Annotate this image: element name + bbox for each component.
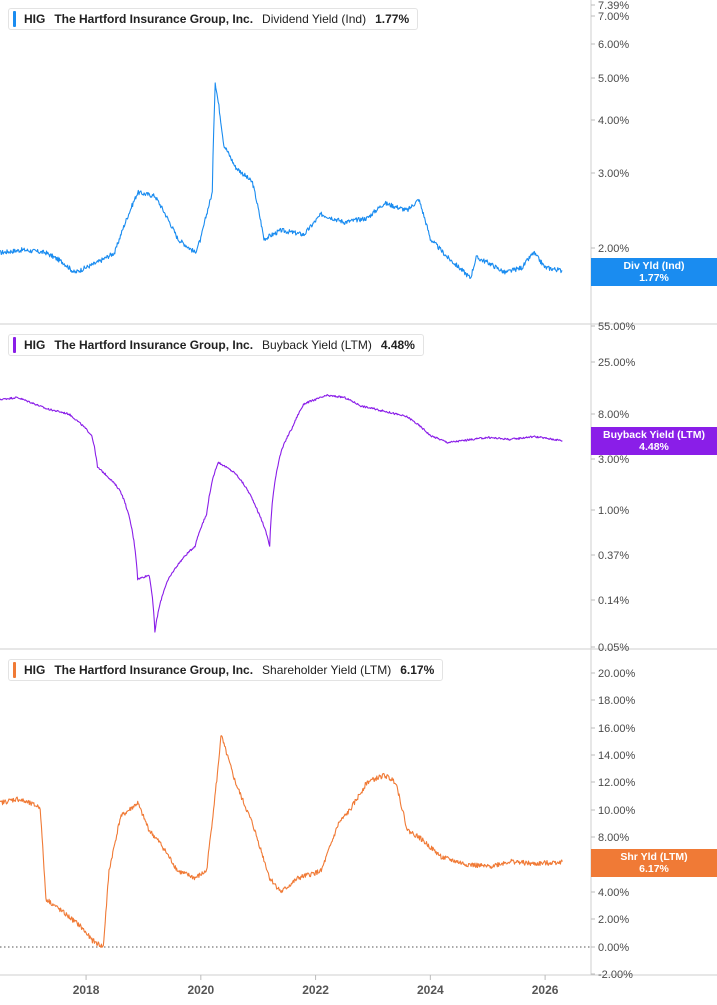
- legend-metric: Shareholder Yield (LTM): [262, 663, 392, 677]
- y-tick-label: 0.00%: [598, 942, 629, 954]
- x-tick-label: 2026: [532, 983, 559, 997]
- y-tick-label: 16.00%: [598, 723, 636, 735]
- y-tick-label: 0.05%: [598, 642, 629, 654]
- legend-swatch: [13, 337, 16, 353]
- x-tick-label: 2024: [417, 983, 444, 997]
- y-tick-label: 7.00%: [598, 11, 629, 23]
- y-tick-label: 4.00%: [598, 887, 629, 899]
- y-tick-label: 55.00%: [598, 321, 636, 333]
- y-tick-label: 5.00%: [598, 73, 629, 85]
- axis-lines: [0, 0, 717, 976]
- y-tick-label: 6.00%: [598, 39, 629, 51]
- y-tick-label: 8.00%: [598, 832, 629, 844]
- legend-value: 6.17%: [400, 663, 435, 677]
- y-tick-label: 3.00%: [598, 454, 629, 466]
- legend-company: The Hartford Insurance Group, Inc.: [54, 338, 254, 352]
- y-tick-label: 3.00%: [598, 168, 629, 180]
- tag-value: 1.77%: [639, 272, 669, 284]
- tag-label: Shr Yld (LTM): [620, 851, 688, 863]
- y-tick-label: 14.00%: [598, 750, 636, 762]
- series-layer: [0, 82, 563, 948]
- x-tick-label: 2018: [73, 983, 100, 997]
- y-tick-label: -2.00%: [598, 969, 633, 981]
- x-axis-ticks: 2018 2020 2022 2024 2026: [73, 975, 559, 997]
- y-tick-label: 12.00%: [598, 777, 636, 789]
- legend-metric: Buyback Yield (LTM): [262, 338, 372, 352]
- y-tick-label: 2.00%: [598, 243, 629, 255]
- y-axis-ticks: 7.39%7.00% 6.00% 5.00% 4.00% 3.00% 2.00% 55.00…: [591, 0, 636, 981]
- legend-dividend-yield: HIG The Hartford Insurance Group, Inc. D…: [8, 8, 419, 30]
- y-tick-label: 7.39%: [598, 0, 629, 12]
- legend-shareholder-yield: HIG The Hartford Insurance Group, Inc. S…: [8, 659, 444, 681]
- tag-value: 6.17%: [639, 863, 669, 875]
- tag-shareholder-yield: Shr Yld (LTM) 6.17%: [591, 849, 717, 877]
- y-tick-label: 0.14%: [598, 595, 629, 607]
- legend-company: The Hartford Insurance Group, Inc.: [54, 12, 254, 26]
- legend-company: The Hartford Insurance Group, Inc.: [54, 663, 254, 677]
- y-tick-label: 18.00%: [598, 695, 636, 707]
- y-tick-label: 0.37%: [598, 550, 629, 562]
- y-tick-label: 4.00%: [598, 115, 629, 127]
- series-line-2: [0, 394, 563, 633]
- tag-buyback-yield: Buyback Yield (LTM) 4.48%: [591, 427, 717, 455]
- legend-ticker: HIG: [24, 12, 46, 26]
- tag-label: Div Yld (Ind): [623, 260, 685, 272]
- series-line-1: [0, 82, 563, 279]
- y-tick-label: 2.00%: [598, 914, 629, 926]
- legend-value: 1.77%: [375, 12, 410, 26]
- legend-ticker: HIG: [24, 338, 46, 352]
- legend-buyback-yield: HIG The Hartford Insurance Group, Inc. B…: [8, 334, 424, 356]
- legend-swatch: [13, 662, 16, 678]
- tag-value: 4.48%: [639, 441, 669, 453]
- y-tick-label: 25.00%: [598, 357, 636, 369]
- y-tick-label: 8.00%: [598, 409, 629, 421]
- x-tick-label: 2020: [187, 983, 214, 997]
- tag-dividend-yield: Div Yld (Ind) 1.77%: [591, 258, 717, 286]
- legend-swatch: [13, 11, 16, 27]
- series-line-3: [0, 735, 563, 948]
- x-tick-label: 2022: [302, 983, 329, 997]
- y-tick-label: 10.00%: [598, 805, 636, 817]
- tag-label: Buyback Yield (LTM): [603, 429, 705, 441]
- y-tick-label: 20.00%: [598, 668, 636, 680]
- legend-ticker: HIG: [24, 663, 46, 677]
- y-tick-label: 1.00%: [598, 505, 629, 517]
- legend-metric: Dividend Yield (Ind): [262, 12, 367, 26]
- legend-value: 4.48%: [380, 338, 415, 352]
